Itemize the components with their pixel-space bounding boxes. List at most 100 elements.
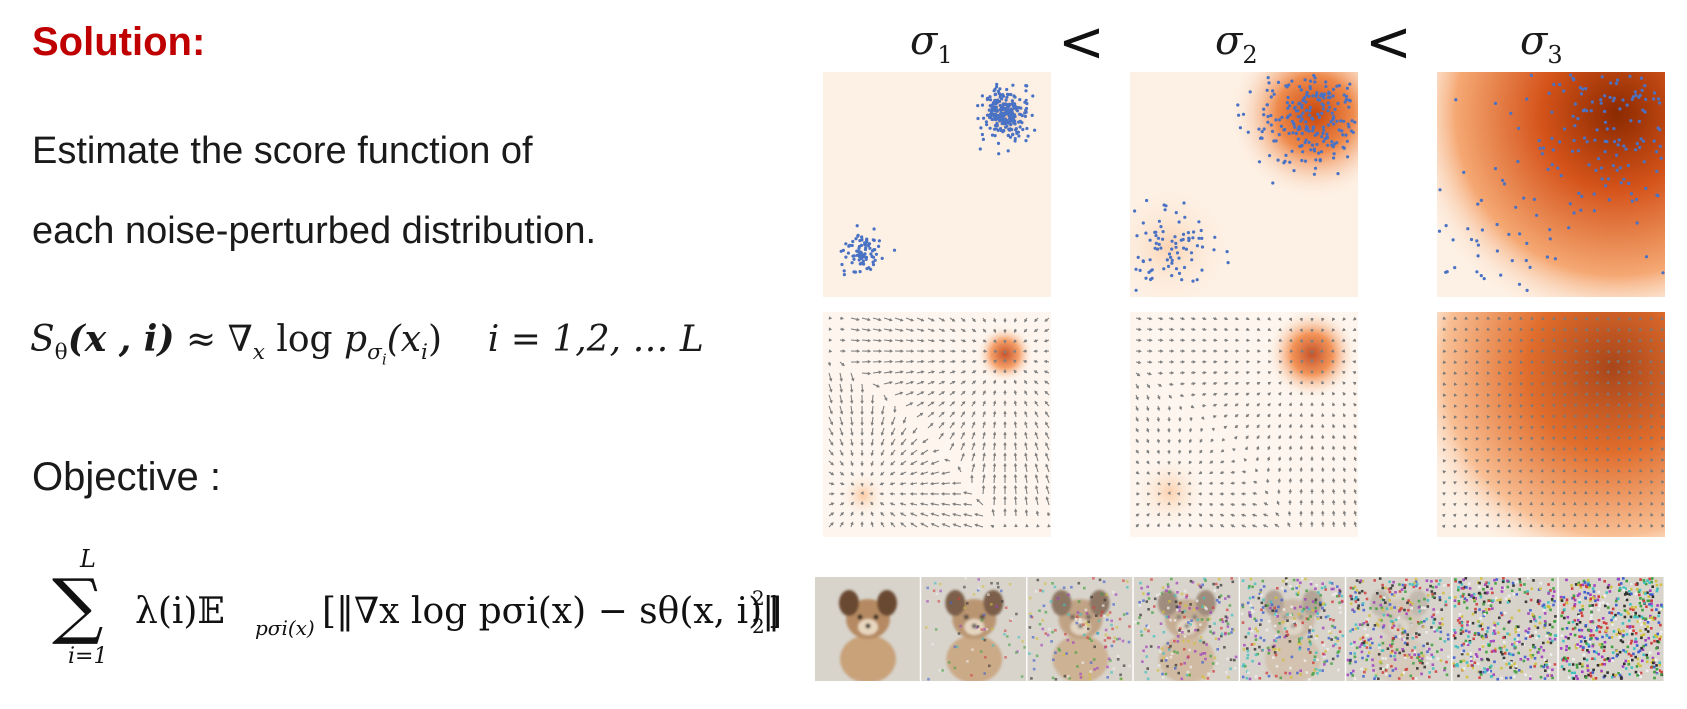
score-arrow: [860, 482, 864, 487]
score-arrow: [1278, 413, 1282, 418]
score-arrow: [1529, 501, 1533, 506]
score-arrow: [1541, 360, 1546, 364]
sample-point: [1495, 249, 1499, 253]
score-arrow: [1660, 382, 1664, 386]
score-arrow: [1486, 371, 1491, 375]
sample-point: [1559, 174, 1563, 178]
sample-point: [1317, 151, 1321, 155]
score-arrow: [960, 421, 965, 429]
score-arrow: [1648, 349, 1653, 353]
sample-point: [855, 224, 859, 228]
score-arrow: [1628, 424, 1632, 429]
score-arrow: [1266, 478, 1270, 484]
score-arrow: [1530, 371, 1535, 375]
sample-point: [1259, 136, 1263, 140]
score-arrow: [1276, 500, 1280, 506]
sample-point: [1525, 288, 1529, 292]
score-arrow: [828, 460, 834, 466]
score-arrow: [1209, 524, 1214, 528]
score-arrow: [1299, 412, 1303, 418]
sample-point: [1540, 152, 1544, 156]
score-arrow: [1013, 389, 1017, 396]
sample-point: [1026, 134, 1030, 138]
sample-point: [1318, 158, 1322, 162]
sample-point: [1603, 94, 1607, 98]
score-arrow: [1299, 339, 1304, 343]
sample-point: [1299, 88, 1303, 92]
score-arrow: [1540, 457, 1544, 462]
score-arrow: [1299, 423, 1303, 429]
score-arrow: [962, 491, 973, 495]
score-arrow: [930, 460, 940, 465]
sample-point: [1316, 98, 1320, 102]
noise-perturbed-images: [815, 577, 1664, 681]
score-arrow: [1453, 513, 1457, 517]
score-arrow: [1331, 370, 1335, 374]
score-arrow: [890, 460, 896, 466]
sample-point: [871, 238, 875, 242]
score-arrow: [909, 482, 918, 486]
sample-point: [1622, 177, 1626, 181]
score-arrow: [1563, 382, 1568, 386]
score-arrow: [1022, 349, 1028, 353]
sample-point: [1529, 73, 1533, 77]
sample-point: [1170, 258, 1174, 262]
score-arrow: [1223, 360, 1229, 364]
sample-point: [1571, 114, 1575, 118]
score-arrow: [839, 327, 845, 331]
sample-point: [1279, 124, 1283, 128]
score-arrow: [1208, 502, 1214, 507]
score-arrow: [912, 427, 918, 434]
score-arrow: [1146, 372, 1152, 376]
score-arrow: [850, 383, 854, 394]
score-arrow: [1146, 338, 1153, 342]
sample-point: [1257, 127, 1261, 131]
sample-point: [1656, 126, 1660, 130]
score-arrow: [1595, 490, 1599, 495]
score-arrow: [1464, 470, 1469, 474]
sample-point: [1305, 90, 1309, 94]
score-formula: Sθ(x , i) ≈ ∇x log pσi(xi) i = 1,2, … L: [30, 318, 704, 369]
score-arrow: [1187, 503, 1192, 507]
sample-point: [1174, 241, 1178, 245]
score-arrow: [960, 359, 967, 364]
score-arrow: [993, 339, 997, 344]
sample-point: [1590, 100, 1594, 104]
score-arrow: [1573, 501, 1577, 506]
sample-point: [1625, 103, 1629, 107]
score-arrow: [1486, 404, 1491, 408]
sample-point: [998, 108, 1002, 112]
score-arrow: [827, 361, 832, 367]
score-arrow: [1156, 416, 1161, 423]
score-arrow: [1278, 402, 1282, 407]
score-arrow: [870, 449, 874, 457]
score-arrow: [861, 328, 872, 332]
score-arrow: [1179, 382, 1185, 386]
sample-point: [1634, 93, 1638, 97]
score-arrow: [1497, 382, 1502, 386]
sample-point: [1169, 255, 1173, 259]
score-arrow: [1573, 468, 1577, 473]
score-arrow: [870, 460, 874, 467]
sample-point: [1592, 209, 1596, 213]
score-arrow: [1331, 434, 1336, 440]
score-arrow: [1135, 449, 1139, 454]
sample-point: [1161, 230, 1165, 234]
sample-point: [1322, 139, 1326, 143]
sample-point: [1335, 119, 1339, 123]
score-arrow: [1267, 424, 1271, 429]
sample-point: [1162, 267, 1166, 271]
score-arrow: [1168, 338, 1175, 342]
score-arrow: [839, 438, 844, 446]
sample-point: [1437, 229, 1442, 233]
score-arrow: [899, 512, 907, 517]
score-arrow: [1321, 499, 1325, 506]
score-arrow: [1146, 316, 1153, 321]
score-arrow: [899, 482, 907, 486]
score-arrow: [1310, 423, 1314, 428]
score-arrow: [1519, 436, 1523, 441]
score-arrow: [1245, 349, 1251, 353]
score-arrow: [1024, 410, 1028, 418]
sample-point: [1307, 113, 1311, 117]
score-arrow: [1353, 402, 1357, 407]
